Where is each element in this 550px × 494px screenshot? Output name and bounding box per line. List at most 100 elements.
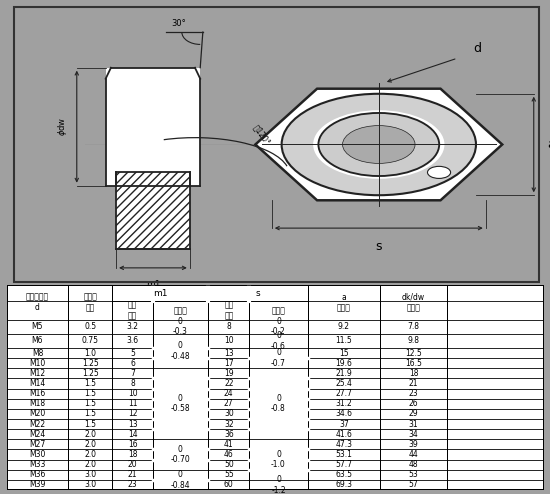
Text: 基準
寸法: 基準 寸法 [224,301,233,320]
Text: 基準
寸法: 基準 寸法 [128,301,138,320]
Text: 36: 36 [224,430,234,439]
Polygon shape [106,68,200,186]
Bar [116,172,190,248]
Text: 23: 23 [128,481,138,490]
Text: 25.4: 25.4 [336,379,352,388]
Text: 27: 27 [224,399,234,408]
Text: 24: 24 [224,389,234,398]
Circle shape [343,125,415,164]
Text: 19.6: 19.6 [336,359,352,368]
Text: 21: 21 [128,470,138,479]
Text: M14: M14 [29,379,46,388]
Text: 0
-1.0: 0 -1.0 [271,450,286,469]
Text: M8: M8 [32,349,43,358]
Text: m1: m1 [146,280,160,289]
Text: $\phi$dw: $\phi$dw [56,117,69,136]
Text: M5: M5 [32,322,43,331]
Text: 53: 53 [409,470,419,479]
Text: 44: 44 [409,450,419,459]
Text: 37: 37 [339,419,349,429]
Text: 7.8: 7.8 [408,322,420,331]
Text: 0
-1.2: 0 -1.2 [271,475,286,494]
Text: 2.0: 2.0 [85,460,96,469]
Text: 30°: 30° [172,19,186,28]
Text: 1.0: 1.0 [85,349,96,358]
Text: M33: M33 [29,460,46,469]
Text: 18: 18 [128,450,138,459]
Text: 63.5: 63.5 [336,470,353,479]
Text: 1.5: 1.5 [85,379,96,388]
Text: M12: M12 [30,369,46,378]
Text: 0
-0.8: 0 -0.8 [271,394,286,413]
Text: 3.2: 3.2 [126,322,139,331]
Text: 7: 7 [130,369,135,378]
Text: 46: 46 [224,450,234,459]
Text: M39: M39 [29,481,46,490]
Text: a
（約）: a （約） [337,292,351,312]
Text: M6: M6 [32,336,43,345]
Text: M22: M22 [30,419,46,429]
Text: 11: 11 [128,399,138,408]
Text: 41: 41 [224,440,234,449]
Text: 23: 23 [409,389,419,398]
Text: 55: 55 [224,470,234,479]
Text: 31.2: 31.2 [336,399,352,408]
Text: 15: 15 [339,349,349,358]
Text: d: d [474,42,481,55]
Text: 13: 13 [128,419,138,429]
Text: 13: 13 [224,349,234,358]
Text: 60: 60 [224,481,234,490]
Text: 12: 12 [128,410,138,418]
Text: 2.0: 2.0 [85,450,96,459]
Text: m1: m1 [153,288,168,298]
Text: M27: M27 [29,440,46,449]
Text: 1.5: 1.5 [85,399,96,408]
Text: 9.8: 9.8 [408,336,420,345]
Text: 許容差: 許容差 [173,306,188,315]
Text: 8: 8 [227,322,231,331]
Text: 0
-0.3: 0 -0.3 [173,317,188,336]
Text: 21: 21 [409,379,419,388]
Text: M10: M10 [29,359,46,368]
Text: s: s [256,288,260,298]
Text: dk/dw
（約）: dk/dw （約） [402,292,425,312]
Text: M16: M16 [29,389,46,398]
Text: ピッチ
細目: ピッチ 細目 [84,292,97,312]
Text: 3.0: 3.0 [84,470,96,479]
Text: 22: 22 [224,379,234,388]
Text: 57.7: 57.7 [336,460,353,469]
Text: M36: M36 [29,470,46,479]
Text: 10: 10 [128,389,138,398]
Circle shape [318,113,439,176]
Text: 1.25: 1.25 [82,369,99,378]
Text: 21.9: 21.9 [336,369,352,378]
Text: M18: M18 [30,399,46,408]
Text: 57: 57 [409,481,419,490]
Text: 許容差: 許容差 [272,306,285,315]
Text: 48: 48 [409,460,419,469]
Text: 1.5: 1.5 [85,419,96,429]
Text: 11.5: 11.5 [336,336,352,345]
Text: M24: M24 [29,430,46,439]
Text: 16.5: 16.5 [405,359,422,368]
Text: 0
-0.70: 0 -0.70 [170,445,190,464]
Text: M30: M30 [29,450,46,459]
Text: 41.6: 41.6 [336,430,352,439]
Text: 34.6: 34.6 [336,410,353,418]
Text: 1.5: 1.5 [85,410,96,418]
Text: 31: 31 [409,419,419,429]
Text: 6: 6 [130,359,135,368]
Text: 47.3: 47.3 [336,440,353,449]
Text: 8: 8 [130,379,135,388]
Text: 0
-0.58: 0 -0.58 [170,394,190,413]
Text: 0
-0.6: 0 -0.6 [271,331,286,351]
Text: 1.5: 1.5 [85,389,96,398]
Text: 30: 30 [224,410,234,418]
Polygon shape [255,89,502,200]
Text: 9.2: 9.2 [338,322,350,331]
Text: 29: 29 [409,410,419,418]
Text: 50: 50 [224,460,234,469]
Text: 0.75: 0.75 [82,336,99,345]
Text: 0
-0.84: 0 -0.84 [170,470,190,490]
Text: s: s [376,241,382,253]
